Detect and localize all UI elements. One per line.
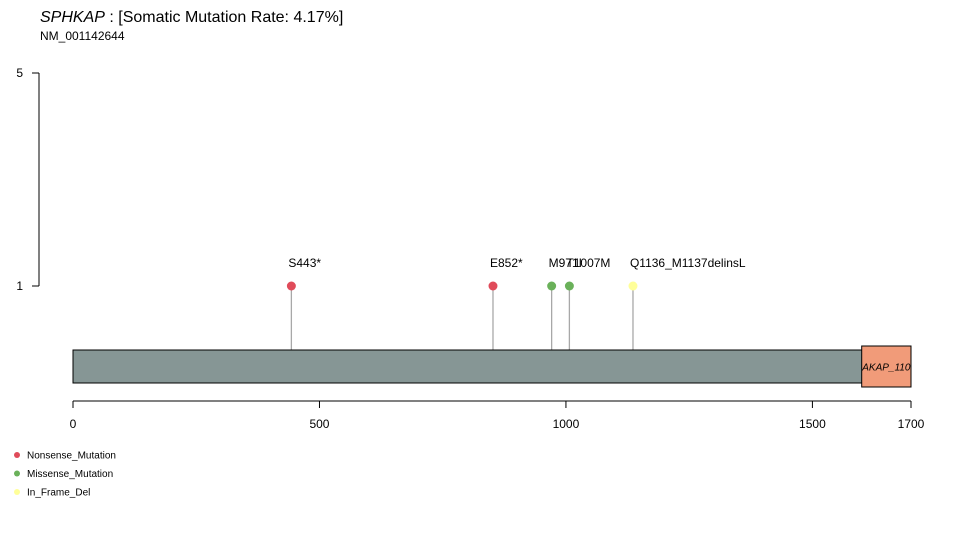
legend-swatch (14, 470, 20, 477)
x-tick-label: 0 (70, 417, 77, 431)
protein-body (72, 349, 912, 384)
mutation-label: S443* (288, 256, 321, 270)
lollipop-head (488, 281, 498, 291)
legend-swatch (14, 489, 20, 495)
x-tick-label: 1700 (898, 417, 925, 431)
y-tick-label: 5 (16, 66, 23, 80)
legend-swatch (14, 452, 20, 458)
lollipop-head (547, 281, 557, 291)
mutation-label: E852* (490, 256, 523, 270)
legend-label: Nonsense_Mutation (27, 451, 116, 462)
domain-label: AKAP_110 (861, 363, 911, 374)
chart-title: SPHKAP : [Somatic Mutation Rate: 4.17%] (40, 9, 343, 27)
mutation-label: Q1136_M1137delinsL (630, 256, 746, 270)
y-tick-label: 1 (16, 279, 23, 293)
transcript-id: NM_001142644 (40, 29, 125, 43)
mutation-label: T1007M (566, 256, 610, 270)
domain-box (861, 345, 912, 388)
gene-name: SPHKAP (40, 9, 105, 26)
legend-label: In_Frame_Del (27, 488, 90, 499)
lollipop-head (628, 281, 638, 291)
mutation-label: M971I (549, 256, 582, 270)
x-tick-label: 1500 (799, 417, 826, 431)
mutation-rate: : [Somatic Mutation Rate: 4.17%] (104, 9, 344, 26)
legend-label: Missense_Mutation (27, 469, 113, 480)
lollipop-head (564, 281, 574, 291)
x-tick-label: 500 (309, 417, 329, 431)
x-tick-label: 1000 (553, 417, 580, 431)
lollipop-head (286, 281, 296, 291)
